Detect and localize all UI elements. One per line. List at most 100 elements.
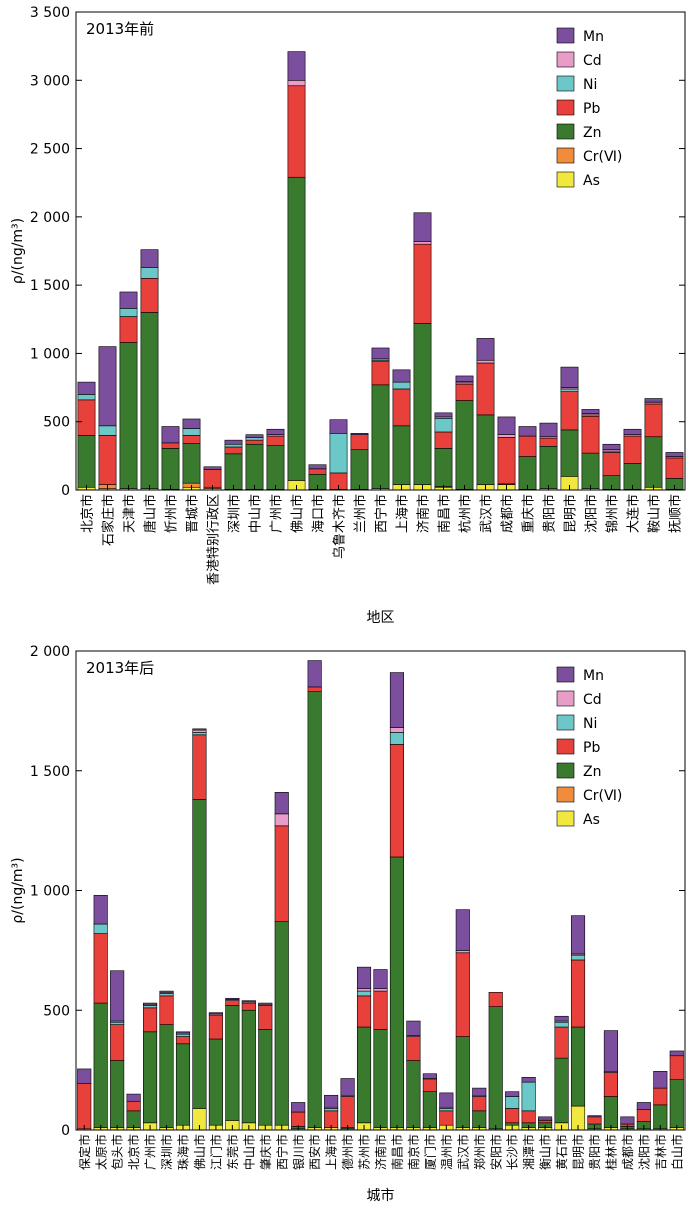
bar-segment: [77, 435, 96, 488]
bar-segment: [258, 1029, 273, 1126]
bar-segment: [392, 388, 411, 427]
x-tick-label: 重庆市: [520, 494, 536, 533]
bar-segment: [373, 990, 388, 1030]
bar-segment: [329, 419, 348, 434]
bar-segment: [93, 1002, 108, 1128]
bar-segment: [581, 409, 600, 414]
x-tick-label: 太原市: [93, 1134, 108, 1170]
x-tick-label: 南京市: [406, 1134, 421, 1170]
bar-segment: [505, 1096, 520, 1109]
x-axis-label: 城市: [367, 1187, 395, 1204]
bar-segment: [159, 990, 174, 993]
y-tick-label: 1 500: [30, 278, 70, 294]
bar-segment: [203, 469, 222, 488]
bar-segment: [266, 435, 285, 446]
bar-segment: [644, 403, 663, 438]
bar-segment: [389, 744, 405, 858]
bar-segment: [413, 323, 432, 485]
bar-segment: [182, 443, 201, 484]
bar-segment: [560, 366, 579, 388]
legend-swatch: [556, 27, 575, 44]
legend-label: Zn: [583, 125, 601, 141]
bar-segment: [623, 435, 642, 464]
bar-segment: [373, 988, 388, 992]
bar-segment: [669, 1079, 684, 1128]
bar-segment: [308, 468, 327, 475]
chart-title: 2013年后: [86, 659, 154, 677]
bar-segment: [274, 921, 289, 1126]
bar-segment: [307, 660, 322, 688]
bar-segment: [653, 1087, 668, 1106]
x-tick-label: 忻州市: [163, 494, 179, 533]
bar-segment: [472, 1096, 487, 1112]
bar-segment: [266, 428, 285, 435]
bar-segment: [422, 1079, 437, 1092]
x-tick-label: 深圳市: [159, 1134, 174, 1170]
bar-segment: [356, 990, 372, 997]
bar-segment: [476, 414, 495, 485]
bar-segment: [406, 1020, 421, 1036]
bar-segment: [434, 417, 453, 433]
x-tick-label: 桂林市: [603, 1134, 618, 1170]
bar-segment: [518, 435, 537, 457]
legend-swatch: [556, 690, 575, 707]
x-tick-label: 兰州市: [352, 494, 368, 533]
bar-segment: [291, 1111, 306, 1127]
bar-segment: [434, 431, 453, 449]
legend-swatch: [556, 75, 575, 92]
bar-segment: [455, 909, 470, 951]
x-tick-label: 西安市: [307, 1134, 322, 1170]
legend-swatch: [556, 123, 575, 140]
bar-segment: [98, 435, 117, 485]
bar-segment: [98, 425, 117, 436]
bar-segment: [287, 79, 306, 87]
bar-segment: [602, 443, 621, 451]
x-tick-label: 衡山市: [538, 1134, 553, 1170]
bar-segment: [140, 312, 159, 489]
legend-label: Ni: [583, 716, 597, 732]
bar-segment: [497, 437, 516, 485]
x-tick-label: 济南市: [373, 1134, 388, 1170]
bar-segment: [554, 1021, 569, 1028]
bar-segment: [110, 1024, 125, 1061]
y-axis-label: ρ/(ng/m³): [10, 218, 26, 284]
bar-segment: [581, 452, 600, 489]
bar-segment: [371, 384, 390, 489]
bar-segment: [110, 1060, 125, 1128]
x-tick-label: 中山市: [241, 1134, 256, 1170]
bar-segment: [521, 1077, 536, 1083]
bar-segment: [392, 369, 411, 383]
bar-segment: [389, 856, 405, 1128]
legend-label: As: [583, 812, 600, 828]
bar-segment: [560, 429, 579, 477]
bar-segment: [389, 732, 405, 745]
bar-segment: [373, 1029, 388, 1128]
bar-segment: [245, 443, 264, 490]
x-tick-label: 郑州市: [472, 1134, 487, 1170]
x-tick-label: 贵阳市: [587, 1134, 602, 1170]
x-tick-label: 广州市: [143, 1134, 158, 1170]
bar-segment: [587, 1115, 602, 1118]
x-tick-label: 白山市: [669, 1134, 684, 1170]
bar-segment: [110, 970, 125, 1022]
bar-segment: [119, 342, 138, 489]
bar-segment: [143, 1031, 158, 1124]
bar-segment: [623, 428, 642, 435]
bar-segment: [665, 457, 684, 479]
x-tick-label: 深圳市: [226, 494, 242, 533]
x-tick-label: 黄石市: [554, 1134, 569, 1170]
bar-segment: [161, 442, 180, 449]
legend-swatch: [556, 738, 575, 755]
x-tick-label: 北京市: [79, 494, 95, 533]
x-tick-label: 成都市: [499, 494, 515, 533]
x-tick-label: 西宁市: [373, 494, 389, 533]
bar-segment: [620, 1116, 635, 1125]
bar-segment: [665, 452, 684, 457]
y-tick-label: 2 500: [30, 142, 70, 158]
bar-segment: [245, 439, 264, 445]
bar-segment: [455, 400, 474, 490]
bar-segment: [603, 1072, 618, 1097]
x-tick-label: 吉林市: [653, 1134, 668, 1170]
bar-segment: [587, 1116, 602, 1125]
bar-segment: [455, 950, 470, 954]
